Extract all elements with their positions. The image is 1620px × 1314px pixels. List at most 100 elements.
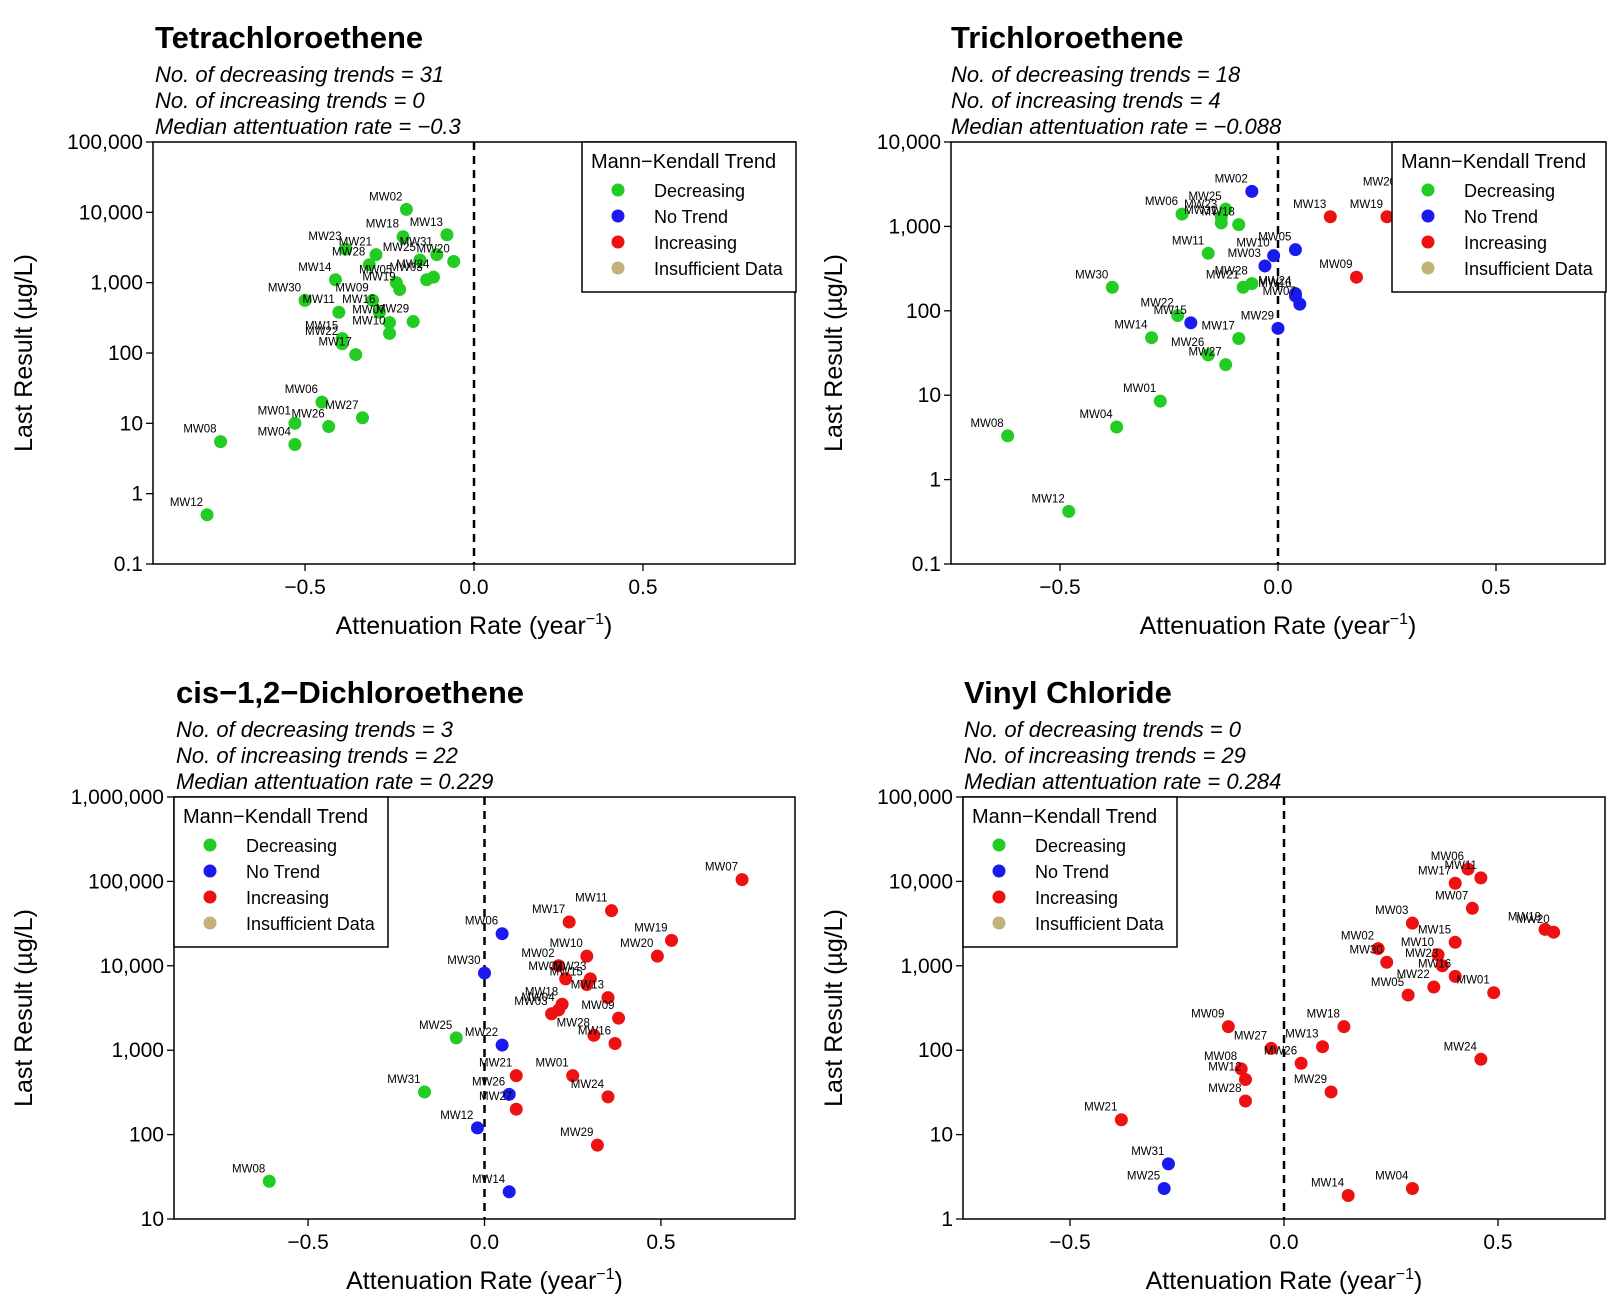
point-label: MW09 xyxy=(1191,1009,1224,1021)
legend-entry: No Trend xyxy=(246,862,320,882)
chart-title: Vinyl Chloride xyxy=(964,675,1172,710)
point-label: MW22 xyxy=(465,1027,498,1039)
point-mw29 xyxy=(590,1138,604,1152)
x-tick-label: 0.5 xyxy=(646,1231,675,1254)
point-mw15 xyxy=(1448,935,1462,949)
point-mw17 xyxy=(1448,876,1462,890)
point-mw24 xyxy=(601,1090,615,1104)
point-mw17 xyxy=(562,915,576,929)
point-label: MW26 xyxy=(472,1076,505,1088)
stats-line: Median attentuation rate = 0.229 xyxy=(176,769,493,794)
point-label: MW19 xyxy=(1508,911,1541,923)
point-mw13 xyxy=(601,991,615,1005)
point-mw15 xyxy=(1184,316,1198,330)
point-label: MW11 xyxy=(1172,235,1204,247)
legend-entry: No Trend xyxy=(1464,207,1538,227)
legend-title: Mann−Kendall Trend xyxy=(183,806,368,828)
chart-title: Trichloroethene xyxy=(951,20,1184,55)
x-tick-label: 0.0 xyxy=(470,1231,499,1254)
x-axis-label: Attenuation Rate (year−1) xyxy=(1146,1266,1423,1295)
point-mw31 xyxy=(1161,1157,1175,1171)
point-label: MW28 xyxy=(332,247,365,259)
stats-line: No. of decreasing trends = 3 xyxy=(176,717,454,742)
point-label: MW14 xyxy=(298,262,332,274)
chart-title: Tetrachloroethene xyxy=(155,20,423,55)
point-label: MW29 xyxy=(1294,1074,1327,1086)
point-mw26 xyxy=(1201,348,1215,362)
legend-entry: Increasing xyxy=(246,888,329,908)
x-tick-label: 0.5 xyxy=(1483,1231,1512,1254)
point-label: MW13 xyxy=(1293,199,1326,211)
point-mw20 xyxy=(447,254,461,268)
point-label: MW08 xyxy=(183,424,216,436)
point-label: MW11 xyxy=(1445,860,1477,872)
legend-entry: Insufficient Data xyxy=(1035,914,1165,934)
legend-swatch xyxy=(1421,183,1435,197)
y-tick-label: 10,000 xyxy=(100,955,164,978)
point-mw19 xyxy=(1380,210,1394,224)
point-mw01 xyxy=(1153,394,1167,408)
chart-panel-4: Vinyl Chloride No. of decreasing trends =… xyxy=(820,675,1606,1295)
point-label: MW30 xyxy=(1075,269,1108,281)
point-label: MW06 xyxy=(285,384,318,396)
chart-panel-1: Tetrachloroethene No. of decreasing trend… xyxy=(10,20,797,640)
point-mw12 xyxy=(1238,1072,1252,1086)
point-label: MW12 xyxy=(440,1110,473,1122)
point-label: MW31 xyxy=(1131,1146,1164,1158)
point-label: MW09 xyxy=(335,282,368,294)
point-mw09 xyxy=(1349,270,1363,284)
point-label: MW10 xyxy=(1401,937,1434,949)
point-label: MW30 xyxy=(268,282,301,294)
point-label: MW02 xyxy=(1215,173,1248,185)
point-mw04 xyxy=(288,438,302,452)
legend-swatch xyxy=(203,916,217,930)
stats-line: No. of increasing trends = 22 xyxy=(176,743,458,768)
point-mw09 xyxy=(612,1011,626,1025)
point-mw07 xyxy=(383,316,397,330)
point-mw26 xyxy=(502,1087,516,1101)
point-mw08 xyxy=(214,435,228,449)
point-label: MW05 xyxy=(359,265,392,277)
point-mw09 xyxy=(1221,1020,1235,1034)
stats-line: No. of decreasing trends = 18 xyxy=(951,62,1241,87)
point-mw30 xyxy=(1380,955,1394,969)
point-label: MW04 xyxy=(1079,409,1113,421)
point-mw30 xyxy=(1105,280,1119,294)
point-label: MW04 xyxy=(258,427,292,439)
x-tick-label: 0.5 xyxy=(628,576,657,599)
point-label: MW30 xyxy=(1349,944,1382,956)
point-label: MW22 xyxy=(1140,297,1173,309)
stats-line: No. of increasing trends = 4 xyxy=(951,88,1221,113)
legend-swatch xyxy=(1421,209,1435,223)
point-mw24 xyxy=(1474,1052,1488,1066)
point-mw14 xyxy=(1145,331,1159,345)
data-points: MW07 MW11 MW17 MW06 MW19 MW10 MW20 MW02 MW30 MW23… xyxy=(232,862,749,1199)
point-label: MW02 xyxy=(521,948,554,960)
y-tick-label: 100 xyxy=(918,1039,953,1062)
legend-swatch xyxy=(611,235,625,249)
point-label: MW27 xyxy=(479,1091,512,1103)
point-mw13 xyxy=(440,228,454,242)
stats-line: Median attentuation rate = −0.3 xyxy=(155,114,462,139)
y-tick-label: 10 xyxy=(930,1124,953,1147)
point-label: MW06 xyxy=(1145,196,1178,208)
point-label: MW09 xyxy=(1319,259,1352,271)
point-mw16 xyxy=(1448,969,1462,983)
point-mw07 xyxy=(1465,901,1479,915)
y-axis-label: Last Result (µg/L) xyxy=(820,909,848,1107)
legend-entry: Decreasing xyxy=(246,836,337,856)
legend-entry: No Trend xyxy=(1035,862,1109,882)
point-label: MW25 xyxy=(419,1020,452,1032)
point-mw02 xyxy=(1371,942,1385,956)
y-tick-label: 100,000 xyxy=(67,131,143,154)
legend-entry: Decreasing xyxy=(1035,836,1126,856)
point-label: MW22 xyxy=(1397,969,1430,981)
y-tick-label: 100 xyxy=(108,342,143,365)
legend: Mann−Kendall Trend Decreasing No Trend Incr… xyxy=(962,796,1178,948)
point-mw11 xyxy=(605,904,619,918)
point-mw02 xyxy=(399,202,413,216)
point-mw17 xyxy=(349,348,363,362)
y-tick-label: 1 xyxy=(131,483,143,506)
point-label: MW25 xyxy=(1188,191,1221,203)
